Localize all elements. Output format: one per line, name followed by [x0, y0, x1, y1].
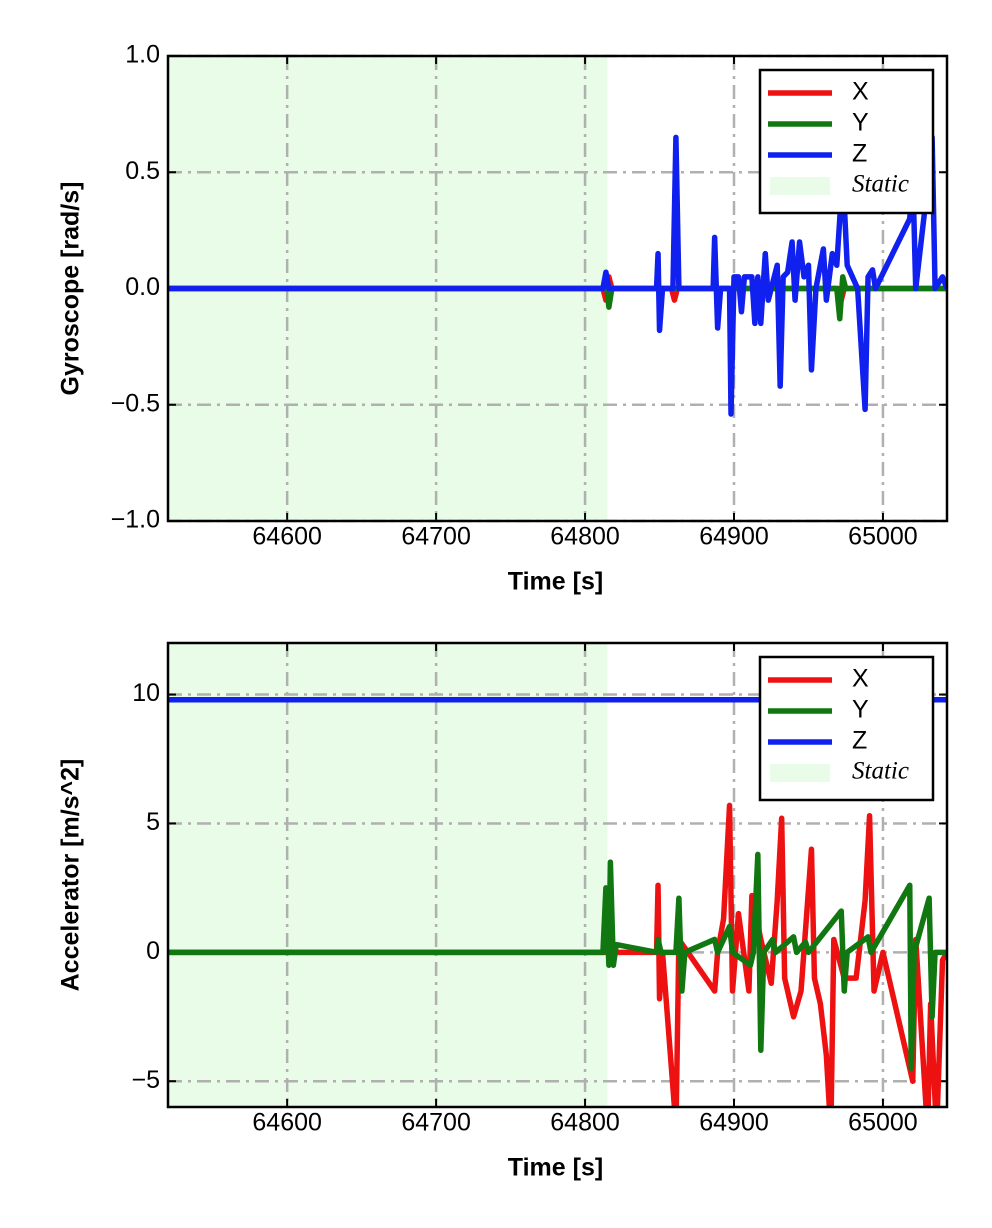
x-tick-label: 64700	[401, 523, 471, 551]
legend-label: Y	[852, 109, 869, 137]
y-tick-label: −5	[131, 1066, 160, 1094]
x-tick-label: 65000	[848, 1109, 918, 1137]
x-axis-label: Time [s]	[508, 568, 603, 596]
x-tick-label: 65000	[848, 523, 918, 551]
y-tick-label: 1.0	[125, 41, 160, 69]
y-tick-label: 0	[146, 937, 160, 965]
x-tick-label: 64800	[550, 523, 620, 551]
x-tick-label: 64600	[252, 1109, 322, 1137]
x-tick-label: 64800	[550, 1109, 620, 1137]
y-tick-label: 0.5	[125, 157, 160, 185]
legend-label: X	[852, 665, 869, 693]
legend-label: Y	[852, 696, 869, 724]
legend-label: Z	[852, 727, 867, 755]
x-tick-label: 64900	[699, 1109, 769, 1137]
y-axis-label: Gyroscope [rad/s]	[57, 182, 85, 396]
x-axis-label: Time [s]	[508, 1154, 603, 1182]
y-tick-label: −1.0	[111, 506, 160, 534]
plot-frame	[166, 641, 949, 1109]
y-tick-label: 5	[146, 808, 160, 836]
subplot: 64600 64700 64800 64900 65000 −5 0 5 10 Time [s] A…	[57, 641, 949, 1182]
legend-swatch	[770, 764, 830, 782]
y-tick-label: 10	[132, 679, 160, 707]
plot-frame	[166, 54, 949, 523]
legend-label: Static	[852, 171, 909, 198]
subplot: 64600 64700 64800 64900 65000 −1.0 −0.5 0.0 0.5 1…	[57, 41, 949, 596]
legend-label: Static	[852, 758, 909, 785]
y-tick-label: 0.0	[125, 273, 160, 301]
legend-swatch	[770, 177, 830, 195]
data-line	[168, 134, 947, 417]
y-tick-label: −0.5	[111, 389, 160, 417]
data-line	[168, 802, 947, 1107]
legend-label: X	[852, 78, 869, 106]
x-tick-label: 64900	[699, 523, 769, 551]
x-tick-label: 64700	[401, 1109, 471, 1137]
legend-label: Z	[852, 140, 867, 168]
static-region	[168, 643, 608, 1107]
data-line	[168, 851, 947, 1072]
y-axis-label: Accelerator [m/s^2]	[57, 759, 85, 992]
x-tick-label: 64600	[252, 523, 322, 551]
